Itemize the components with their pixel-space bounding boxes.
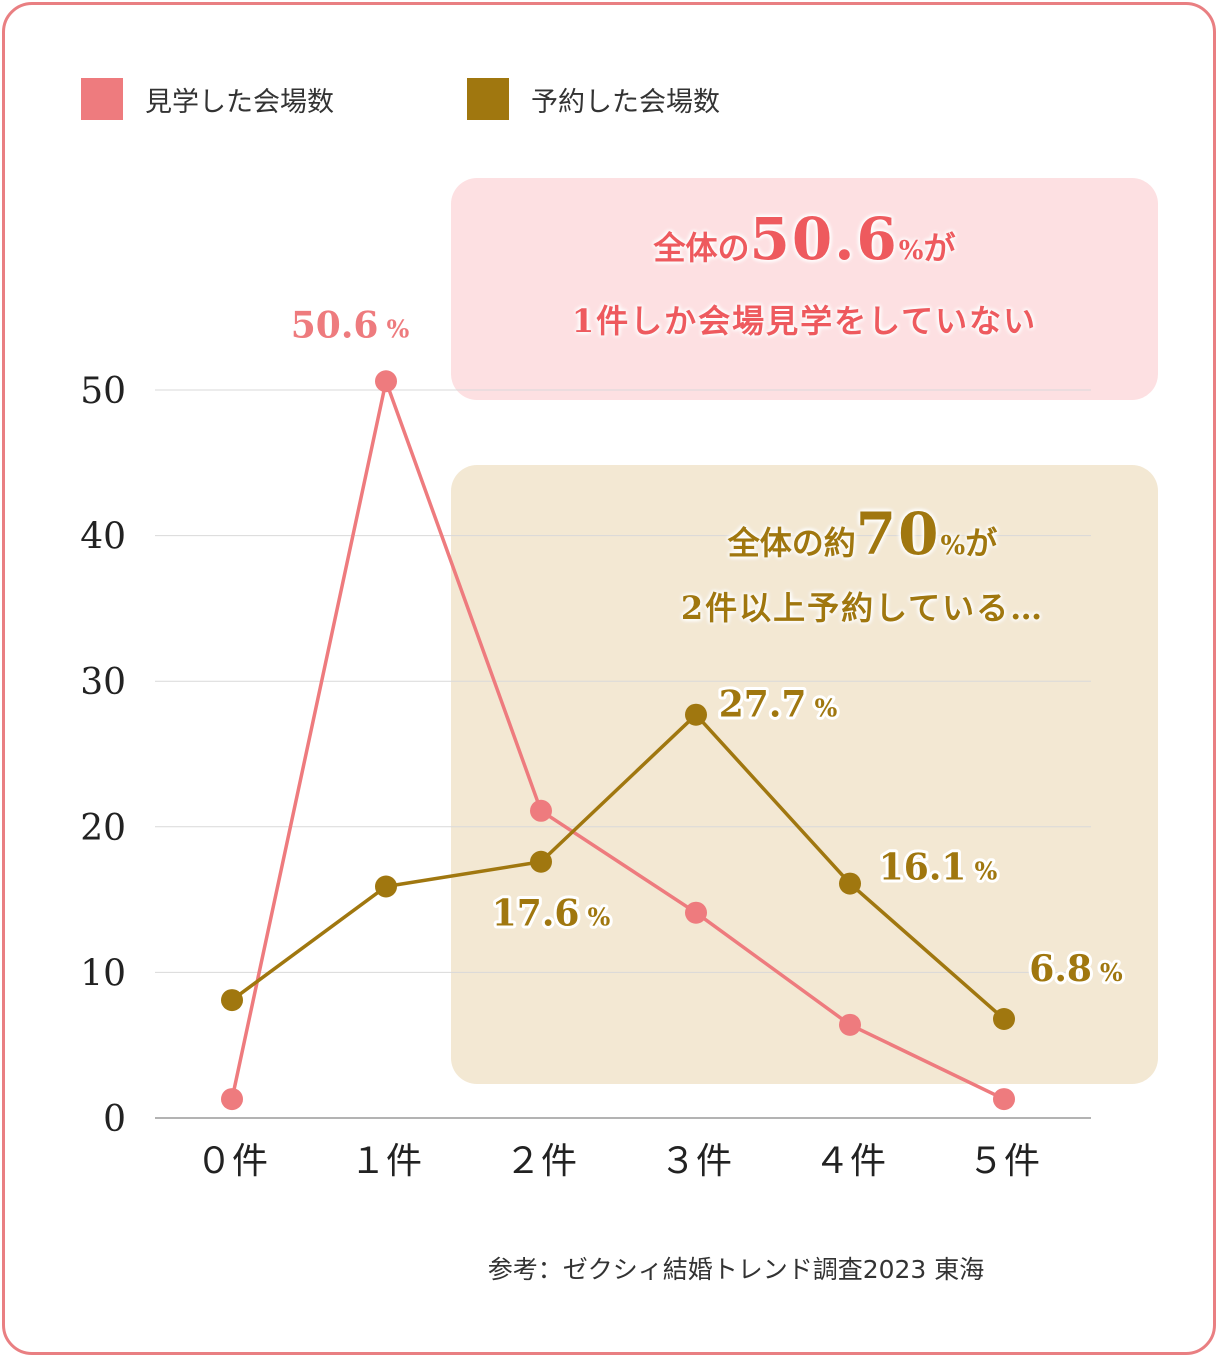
callout-booked-unit: % [940, 531, 966, 561]
legend-booked-label: 予約した会場数 [531, 86, 720, 118]
callout-visited-suffix: が [923, 229, 956, 267]
callout-visited-line1: 全体の50.6%が [451, 205, 1158, 273]
data-point [839, 1013, 861, 1036]
data-label: 6.8% [1029, 948, 1123, 990]
data-point [993, 1007, 1015, 1030]
data-label: 27.7% [719, 684, 838, 726]
x-tick-label: ３件 [660, 1141, 732, 1182]
y-tick-label: 0 [103, 1099, 126, 1140]
callout-booked-number: 70 [855, 500, 941, 568]
callout-visited-number: 50.6 [749, 205, 899, 273]
x-tick-label: ０件 [196, 1141, 268, 1182]
data-point [375, 875, 397, 898]
legend-booked: 予約した会場数 [467, 78, 720, 120]
x-tick-label: ２件 [505, 1141, 577, 1182]
callout-booked-suffix: が [965, 524, 998, 562]
callout-visited-line2: 1件しか会場見学をしていない [571, 302, 1038, 340]
data-point [221, 989, 243, 1012]
data-point [839, 872, 861, 895]
x-tick-label: ４件 [814, 1141, 886, 1182]
x-tick-label: １件 [350, 1141, 422, 1182]
callout-booked-box [451, 465, 1158, 1084]
callout-visited-prefix: 全体の [653, 229, 750, 267]
y-tick-label: 50 [80, 371, 126, 412]
source-note: 参考：ゼクシィ結婚トレンド調査2023 東海 [487, 1255, 985, 1284]
data-point [993, 1088, 1015, 1111]
callout-visited-unit: % [898, 236, 924, 266]
x-tick-label: ５件 [968, 1141, 1040, 1182]
callout-visited-box [451, 178, 1158, 400]
legend-booked-swatch [467, 78, 509, 120]
data-label: 16.1% [879, 847, 998, 889]
data-point [685, 703, 707, 726]
data-label: 17.6% [492, 893, 611, 935]
y-tick-label: 40 [80, 517, 126, 558]
y-tick-label: 30 [80, 662, 126, 703]
data-point [221, 1088, 243, 1111]
y-tick-label: 20 [80, 808, 126, 849]
data-point [530, 850, 552, 873]
data-point [685, 901, 707, 924]
legend-visited: 見学した会場数 [81, 78, 334, 120]
legend-visited-swatch [81, 78, 123, 120]
data-point [530, 799, 552, 822]
legend-visited-label: 見学した会場数 [145, 86, 334, 118]
y-tick-label: 10 [80, 953, 126, 994]
callout-booked-prefix: 全体の約 [727, 524, 856, 562]
series-line [230, 379, 1005, 1101]
data-point [375, 370, 397, 393]
series-line [230, 712, 1006, 1021]
callout-booked-line1: 全体の約70%が [559, 500, 1166, 568]
data-label: 50.6% [291, 304, 410, 346]
callout-booked-line2: 2件以上予約している… [680, 589, 1045, 627]
